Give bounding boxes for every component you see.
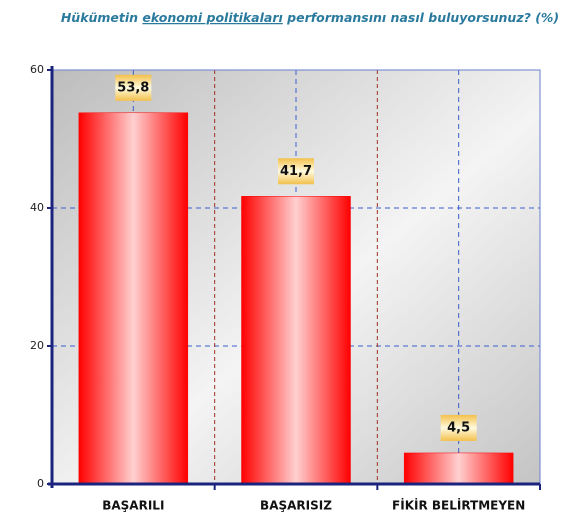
bar bbox=[78, 112, 189, 485]
value-label: 4,5 bbox=[447, 420, 470, 435]
x-tick-label: FİKİR BELİRTMEYEN bbox=[392, 498, 525, 513]
title-part: ekonomi politikaları bbox=[142, 10, 282, 25]
chart-title: Hükümetin ekonomi politikaları performan… bbox=[61, 10, 559, 25]
y-tick-label: 60 bbox=[30, 63, 44, 76]
value-label-box bbox=[115, 74, 152, 101]
value-label-box bbox=[440, 414, 477, 441]
x-tick-label: BAŞARISIZ bbox=[260, 499, 332, 513]
title-part: Hükümetin bbox=[61, 10, 138, 25]
y-tick-label: 0 bbox=[37, 477, 44, 490]
value-label-box bbox=[278, 158, 314, 185]
bar bbox=[241, 196, 351, 485]
title-part: performansını nasıl buluyorsunuz? (%) bbox=[286, 10, 559, 25]
bar bbox=[403, 452, 514, 485]
x-tick-label: BAŞARILI bbox=[102, 499, 164, 513]
value-label: 53,8 bbox=[117, 80, 149, 95]
y-tick-label: 40 bbox=[30, 201, 44, 214]
y-tick-label: 20 bbox=[30, 339, 44, 352]
value-label: 41,7 bbox=[280, 164, 312, 179]
